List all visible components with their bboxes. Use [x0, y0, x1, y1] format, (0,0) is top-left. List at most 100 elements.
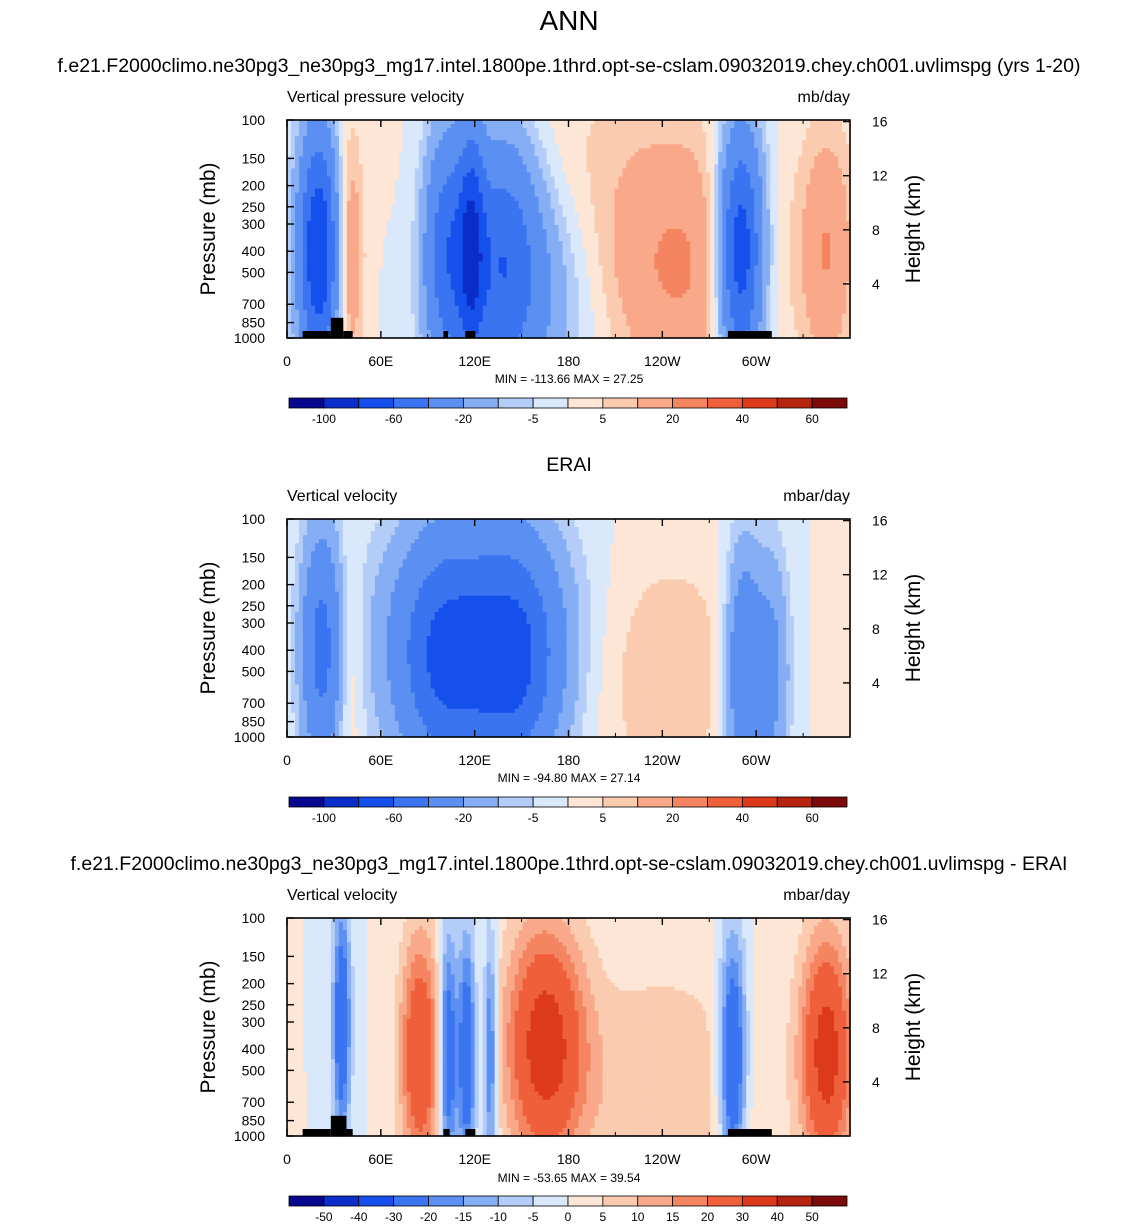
field-cell [714, 152, 719, 157]
field-cell [311, 209, 316, 214]
field-cell [662, 209, 667, 214]
field-cell [738, 197, 743, 202]
field-cell [778, 160, 783, 165]
field-cell [774, 172, 779, 177]
field-cell [483, 160, 488, 165]
field-cell [694, 229, 699, 234]
field-cell [423, 253, 428, 258]
field-cell [383, 193, 388, 198]
field-cell [806, 148, 811, 153]
field-cell [487, 181, 492, 186]
field-cell [810, 233, 815, 238]
field-cell [379, 221, 384, 226]
field-cell [650, 229, 655, 234]
field-cell [702, 128, 707, 133]
field-cell [822, 225, 827, 230]
field-cell [363, 209, 368, 214]
field-cell [459, 185, 464, 190]
field-cell [782, 217, 787, 222]
field-cell [770, 245, 775, 250]
field-cell [814, 245, 819, 250]
field-cell [367, 213, 372, 218]
field-cell [495, 237, 500, 242]
field-cell [535, 172, 540, 177]
field-cell [630, 217, 635, 222]
field-cell [702, 233, 707, 238]
field-cell [746, 209, 751, 214]
field-cell [590, 140, 595, 145]
field-cell [726, 257, 731, 262]
field-cell [810, 144, 815, 149]
field-cell [527, 148, 532, 153]
field-cell [646, 144, 651, 149]
field-cell [674, 152, 679, 157]
field-cell [710, 164, 715, 169]
field-cell [515, 253, 520, 258]
field-cell [838, 156, 843, 161]
field-cell [527, 249, 532, 254]
field-cell [383, 261, 388, 266]
field-cell [375, 233, 380, 238]
field-cell [451, 132, 456, 137]
field-cell [574, 140, 579, 145]
field-cell [606, 233, 611, 238]
field-cell [543, 132, 548, 137]
field-cell [363, 160, 368, 165]
field-cell [698, 168, 703, 173]
field-cell [527, 140, 532, 145]
field-cell [642, 136, 647, 141]
field-cell [535, 241, 540, 246]
field-cell [519, 197, 524, 202]
field-cell [527, 213, 532, 218]
field-cell [539, 156, 544, 161]
field-cell [315, 213, 320, 218]
field-cell [770, 132, 775, 137]
field-cell [762, 148, 767, 153]
field-cell [331, 217, 336, 222]
field-cell [806, 160, 811, 165]
field-cell [678, 249, 683, 254]
field-cell [423, 217, 428, 222]
field-cell [646, 156, 651, 161]
field-cell [435, 245, 440, 250]
field-cell [718, 225, 723, 230]
field-cell [678, 164, 683, 169]
field-cell [774, 253, 779, 258]
field-cell [834, 229, 839, 234]
field-cell [598, 140, 603, 145]
field-cell [307, 201, 312, 206]
field-cell [774, 152, 779, 157]
field-cell [547, 168, 552, 173]
field-cell [439, 261, 444, 266]
field-cell [786, 201, 791, 206]
field-cell [694, 249, 699, 254]
field-cell [678, 257, 683, 262]
field-cell [818, 193, 823, 198]
field-cell [674, 140, 679, 145]
field-cell [642, 229, 647, 234]
field-cell [594, 201, 599, 206]
field-cell [590, 241, 595, 246]
field-cell [371, 148, 376, 153]
field-cell [674, 185, 679, 190]
field-cell [399, 245, 404, 250]
field-cell [578, 221, 583, 226]
field-cell [291, 140, 296, 145]
field-cell [598, 249, 603, 254]
field-cell [790, 124, 795, 129]
field-cell [295, 172, 300, 177]
field-cell [658, 217, 663, 222]
field-cell [471, 152, 476, 157]
field-cell [694, 181, 699, 186]
field-cell [475, 148, 480, 153]
field-cell [383, 172, 388, 177]
field-cell [790, 168, 795, 173]
field-cell [830, 144, 835, 149]
field-cell [479, 164, 484, 169]
field-cell [303, 156, 308, 161]
field-cell [794, 144, 799, 149]
field-cell [419, 205, 424, 210]
field-cell [375, 181, 380, 186]
field-cell [718, 160, 723, 165]
field-cell [726, 249, 731, 254]
